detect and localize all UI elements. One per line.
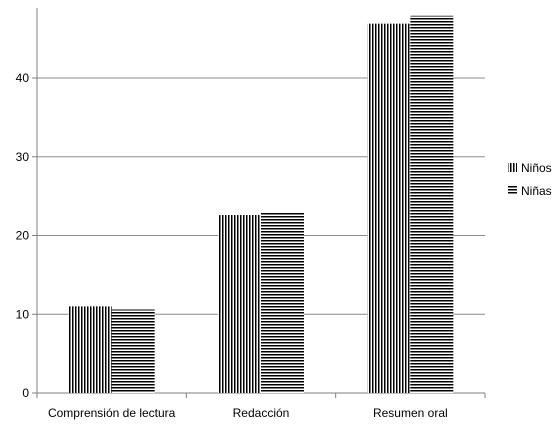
- legend-swatch-ninos: [508, 163, 517, 172]
- y-axis-ticks: 0 10 20 30 40: [16, 71, 486, 400]
- legend-label-ninas: Niñas: [521, 184, 552, 198]
- y-tick-label: 0: [22, 386, 29, 400]
- y-tick-label: 20: [16, 229, 30, 243]
- x-axis-categories: Comprensión de lectura Redacción Resumen o…: [48, 406, 448, 420]
- bar-ninas-1: [261, 211, 304, 393]
- bar-ninas-2: [410, 15, 454, 393]
- legend: Niños Niñas: [508, 161, 552, 198]
- y-tick-label: 40: [16, 71, 30, 85]
- y-tick-label: 30: [16, 150, 30, 164]
- bar-ninos-0: [68, 306, 112, 393]
- y-tick-label: 10: [16, 307, 30, 321]
- x-category-label: Comprensión de lectura: [48, 406, 176, 420]
- legend-swatch-ninas: [508, 186, 517, 195]
- bars: [68, 15, 454, 393]
- bar-ninos-2: [367, 23, 411, 393]
- legend-label-ninos: Niños: [521, 161, 552, 175]
- x-category-label: Redacción: [233, 406, 290, 420]
- bar-ninas-0: [111, 309, 155, 393]
- x-category-label: Resumen oral: [373, 406, 448, 420]
- bar-ninos-1: [218, 215, 261, 393]
